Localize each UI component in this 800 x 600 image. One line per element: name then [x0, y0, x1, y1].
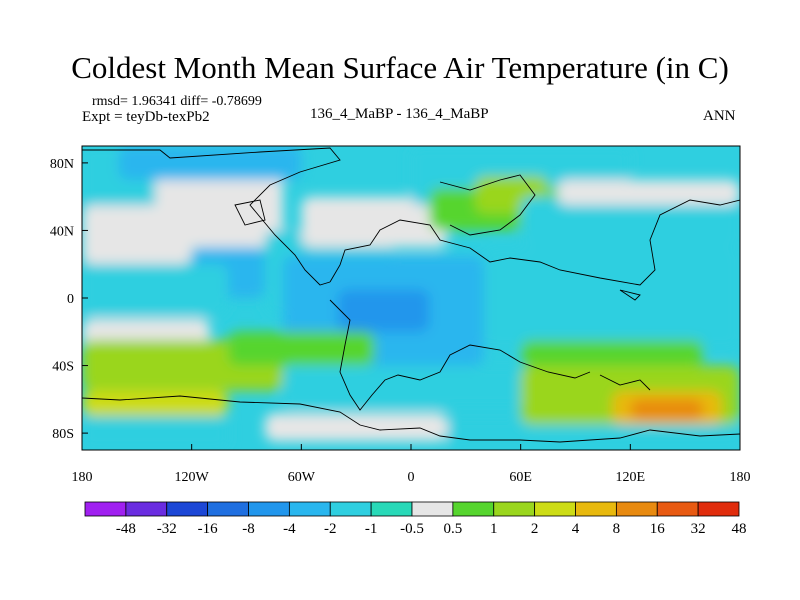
region-antarctica-east [447, 416, 740, 450]
colorbar-label: 0.5 [444, 521, 463, 537]
colorbar-swatch [166, 501, 209, 517]
colorbar-swatch [534, 501, 576, 517]
colorbar-label: -1 [365, 521, 378, 537]
colorbar-swatch [697, 501, 740, 517]
colorbar-swatch [615, 501, 658, 517]
region-south-hot-core [630, 399, 704, 420]
region-cold-core [337, 289, 430, 332]
colorbar-swatch [84, 501, 127, 517]
colorbar-swatch [575, 501, 617, 517]
y-tick-label: 80N [50, 157, 74, 172]
region-arctic-east-neutral [557, 179, 740, 206]
region-tropical-pacific [82, 264, 229, 315]
colorbar-label: 48 [732, 521, 747, 537]
colorbar-swatch [452, 501, 495, 517]
region-asia-mid [520, 196, 740, 248]
colorbar-swatch [656, 501, 699, 517]
region-antarctic-neutral [264, 412, 448, 442]
y-tick-label: 80S [52, 427, 74, 442]
season-label: ANN [703, 108, 736, 124]
x-axis: 180 120W 60W 0 60E 120E 180 [72, 444, 751, 485]
comparison-label: 136_4_MaBP - 136_4_MaBP [310, 106, 489, 122]
colorbar-swatch [248, 501, 290, 517]
region-indian-ocean [484, 247, 740, 349]
colorbar-swatch [493, 501, 536, 517]
colorbar-label: 1 [490, 521, 498, 537]
temperature-field [82, 146, 740, 450]
region-southern-ocean-mid [283, 365, 539, 408]
stats-line: rmsd= 1.96341 diff= -0.78699 [92, 94, 262, 109]
coastline-outlines [82, 147, 740, 443]
colorbar-swatch [329, 501, 372, 517]
region-north-america-interior [155, 171, 284, 248]
region-australia-band [520, 340, 704, 366]
colorbar-label: -8 [242, 521, 255, 537]
region-europe-neutral [301, 196, 448, 248]
x-tick-label: 60E [509, 470, 532, 485]
region-arctic-west [118, 146, 302, 180]
colorbar-label: 32 [691, 521, 706, 537]
region-south-atlantic [228, 331, 375, 366]
region-southern-ocean-warm [82, 390, 229, 417]
colorbar-swatch [288, 501, 331, 517]
y-tick-label: 0 [67, 292, 74, 307]
colorbar-swatch [125, 501, 168, 517]
y-axis: 80N 40N 0 40S 80S [50, 157, 88, 442]
x-tick-label: 120E [616, 470, 646, 485]
x-tick-label: 180 [72, 470, 93, 485]
x-tick-label: 60W [288, 470, 316, 485]
colorbar-label: -48 [116, 521, 136, 537]
colorbar-label: -32 [157, 521, 177, 537]
colorbar-swatch [411, 501, 454, 517]
region-antarctica-west [82, 416, 229, 450]
colorbar-swatch [370, 501, 413, 517]
colorbar-label: -0.5 [400, 521, 424, 537]
colorbar-label: -2 [324, 521, 337, 537]
colorbar-swatch [207, 501, 249, 517]
y-tick-label: 40S [52, 360, 74, 375]
colorbar-label: -4 [283, 521, 296, 537]
experiment-label: Expt = teyDb-texPb2 [82, 109, 210, 125]
colorbar-label: 2 [531, 521, 539, 537]
x-tick-label: 180 [730, 470, 751, 485]
colorbar-label: 8 [613, 521, 621, 537]
y-tick-label: 40N [50, 224, 74, 239]
colorbar: -48 -32 -16 -8 -4 -2 -1 -0.5 0.5 1 2 4 8 16 32 48 [84, 501, 747, 537]
x-tick-label: 0 [408, 470, 415, 485]
x-tick-label: 120W [175, 470, 210, 485]
colorbar-label: 16 [650, 521, 666, 537]
chart-title: Coldest Month Mean Surface Air Temperatu… [71, 50, 729, 85]
colorbar-label: -16 [198, 521, 218, 537]
colorbar-label: 4 [572, 521, 580, 537]
